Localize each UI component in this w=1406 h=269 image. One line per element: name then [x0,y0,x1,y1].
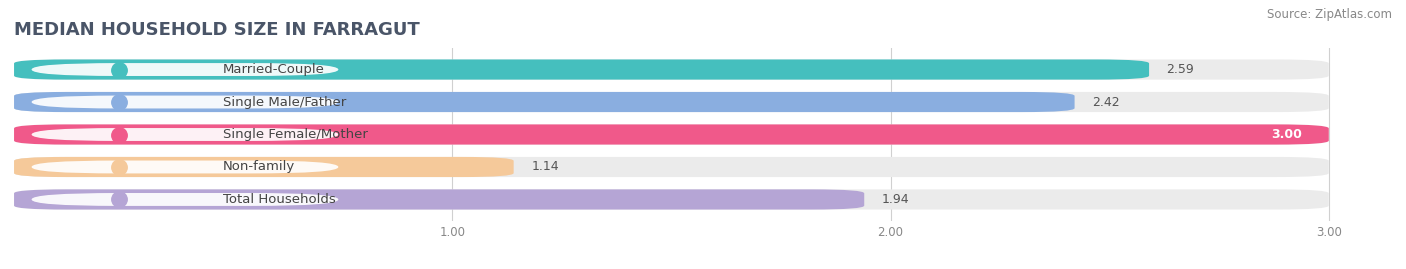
FancyBboxPatch shape [31,63,339,76]
FancyBboxPatch shape [14,125,1329,144]
Text: Non-family: Non-family [224,161,295,174]
Text: MEDIAN HOUSEHOLD SIZE IN FARRAGUT: MEDIAN HOUSEHOLD SIZE IN FARRAGUT [14,20,420,38]
FancyBboxPatch shape [14,59,1149,80]
FancyBboxPatch shape [31,161,339,174]
Text: 2.59: 2.59 [1167,63,1194,76]
FancyBboxPatch shape [14,92,1074,112]
Text: Source: ZipAtlas.com: Source: ZipAtlas.com [1267,8,1392,21]
FancyBboxPatch shape [14,157,513,177]
FancyBboxPatch shape [14,189,865,210]
Text: 3.00: 3.00 [1271,128,1302,141]
FancyBboxPatch shape [14,92,1329,112]
Text: 2.42: 2.42 [1092,95,1119,108]
FancyBboxPatch shape [14,189,1329,210]
FancyBboxPatch shape [31,95,339,108]
Text: Single Male/Father: Single Male/Father [224,95,346,108]
FancyBboxPatch shape [14,59,1329,80]
Text: 1.94: 1.94 [882,193,910,206]
FancyBboxPatch shape [14,157,1329,177]
Text: Married-Couple: Married-Couple [224,63,325,76]
FancyBboxPatch shape [31,128,339,141]
Text: Total Households: Total Households [224,193,336,206]
FancyBboxPatch shape [14,125,1329,144]
Text: 1.14: 1.14 [531,161,558,174]
FancyBboxPatch shape [31,193,339,206]
Text: Single Female/Mother: Single Female/Mother [224,128,368,141]
